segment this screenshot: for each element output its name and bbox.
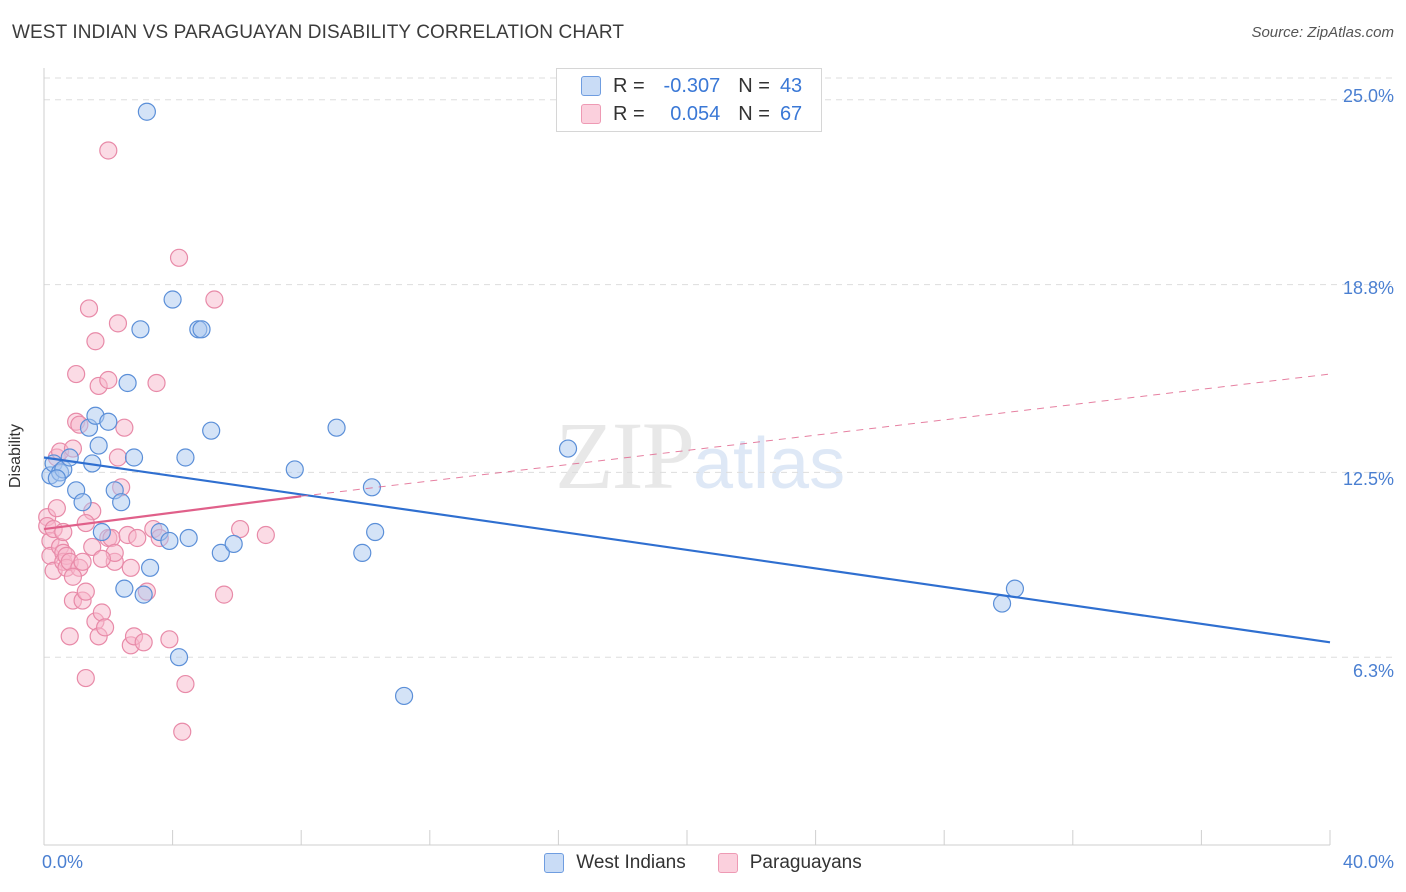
point-west-indians-39 xyxy=(558,439,578,458)
legend-r-value: -0.307 xyxy=(663,74,721,97)
point-paraguayans-26 xyxy=(79,299,99,318)
point-paraguayans-22 xyxy=(73,552,92,571)
legend-swatch-blue xyxy=(581,76,601,96)
point-paraguayans-40 xyxy=(108,448,128,467)
point-paraguayans-25 xyxy=(76,582,95,601)
point-west-indians-32 xyxy=(224,534,243,554)
point-west-indians-24 xyxy=(163,290,182,309)
point-west-indians-20 xyxy=(137,102,156,121)
point-paraguayans-24 xyxy=(76,668,95,688)
legend-n-value: 67 xyxy=(779,102,803,125)
x-tick-label-max: 40.0% xyxy=(1342,852,1394,872)
point-paraguayans-14 xyxy=(60,627,79,646)
point-paraguayans-60 xyxy=(99,141,118,160)
point-west-indians-23 xyxy=(160,531,179,551)
point-west-indians-29 xyxy=(192,320,211,339)
point-west-indians-19 xyxy=(134,585,153,604)
legend-item-west-indians[interactable]: West Indians xyxy=(544,852,686,874)
point-paraguayans-53 xyxy=(169,248,189,267)
point-west-indians-12 xyxy=(99,412,118,431)
point-west-indians-10 xyxy=(89,436,108,455)
point-paraguayans-6 xyxy=(47,499,66,518)
point-paraguayans-59 xyxy=(256,525,275,545)
point-west-indians-21 xyxy=(140,558,160,577)
legend-r-value: 0.054 xyxy=(670,102,721,125)
chart-title: WEST INDIAN VS PARAGUAYAN DISABILITY COR… xyxy=(12,22,625,43)
y-tick-label-18-8: 18.8% xyxy=(1342,278,1394,298)
point-paraguayans-30 xyxy=(86,332,105,351)
legend-n-label: N = xyxy=(738,74,770,97)
legend-r-label: R = xyxy=(613,74,645,97)
point-paraguayans-54 xyxy=(173,722,192,741)
y-tick-label-12-5: 12.5% xyxy=(1342,469,1394,489)
y-tick-label-25: 25.0% xyxy=(1342,86,1394,106)
point-west-indians-4 xyxy=(60,448,79,467)
point-paraguayans-56 xyxy=(205,290,224,309)
stats-legend: R = -0.307 N = 43 R = 0.054 N = 67 xyxy=(556,68,822,132)
watermark-atlas: atlas xyxy=(693,424,846,504)
point-paraguayans-50 xyxy=(147,373,166,393)
source-label: Source: ZipAtlas.com xyxy=(1251,24,1394,41)
point-west-indians-38 xyxy=(394,686,414,706)
point-paraguayans-61 xyxy=(108,314,128,333)
legend-row-west-indians: R = -0.307 N = 43 xyxy=(581,73,802,99)
point-west-indians-16 xyxy=(118,373,137,393)
point-west-indians-40 xyxy=(992,594,1012,613)
point-paraguayans-42 xyxy=(115,418,134,437)
y-tick-label-6-3: 6.3% xyxy=(1352,661,1394,681)
legend-r-label: R = xyxy=(613,102,645,125)
point-west-indians-27 xyxy=(179,528,198,548)
watermark-zip: ZIP xyxy=(555,402,695,509)
legend-n-label: N = xyxy=(738,102,770,125)
point-west-indians-17 xyxy=(124,448,144,467)
point-west-indians-25 xyxy=(169,648,189,667)
point-west-indians-37 xyxy=(366,522,385,542)
point-west-indians-26 xyxy=(176,448,195,467)
point-west-indians-6 xyxy=(73,493,92,512)
legend-swatch-west-indians xyxy=(544,853,565,873)
point-west-indians-14 xyxy=(112,493,131,512)
trendline-paraguayans-extended xyxy=(301,373,1331,497)
legend-label-west-indians: West Indians xyxy=(576,852,686,873)
point-paraguayans-46 xyxy=(128,528,147,548)
point-west-indians-11 xyxy=(92,522,111,542)
point-paraguayans-64 xyxy=(63,567,83,586)
point-west-indians-42 xyxy=(47,469,66,488)
point-paraguayans-57 xyxy=(214,585,234,604)
legend-n-value: 43 xyxy=(779,74,803,97)
point-west-indians-35 xyxy=(353,543,372,562)
watermark: ZIPatlas xyxy=(555,400,845,511)
trendline-west-indians xyxy=(43,456,1331,644)
x-tick-label-min: 0.0% xyxy=(42,852,84,872)
legend-swatch-pink xyxy=(581,104,601,124)
legend-row-paraguayans: R = 0.054 N = 67 xyxy=(581,101,802,127)
point-paraguayans-35 xyxy=(99,370,118,390)
legend-label-paraguayans: Paraguayans xyxy=(749,852,862,873)
point-paraguayans-33 xyxy=(92,603,111,622)
point-paraguayans-28 xyxy=(83,537,102,557)
point-paraguayans-55 xyxy=(176,674,195,694)
point-west-indians-31 xyxy=(211,543,230,562)
series-legend: West Indians Paraguayans xyxy=(0,852,1406,874)
point-west-indians-30 xyxy=(202,421,221,440)
legend-item-paraguayans[interactable]: Paraguayans xyxy=(717,852,862,874)
legend-swatch-paraguayans xyxy=(717,853,738,873)
point-west-indians-33 xyxy=(285,460,304,479)
point-paraguayans-66 xyxy=(121,558,140,577)
point-paraguayans-47 xyxy=(134,633,153,652)
point-west-indians-18 xyxy=(131,320,150,339)
point-paraguayans-52 xyxy=(160,630,179,649)
point-west-indians-41 xyxy=(1005,579,1025,598)
point-west-indians-36 xyxy=(362,478,382,497)
point-west-indians-15 xyxy=(115,579,134,598)
point-paraguayans-34 xyxy=(95,618,115,637)
point-paraguayans-19 xyxy=(67,364,86,384)
point-paraguayans-62 xyxy=(92,549,111,568)
point-west-indians-34 xyxy=(327,418,346,437)
trendline-paraguayans xyxy=(43,495,302,531)
